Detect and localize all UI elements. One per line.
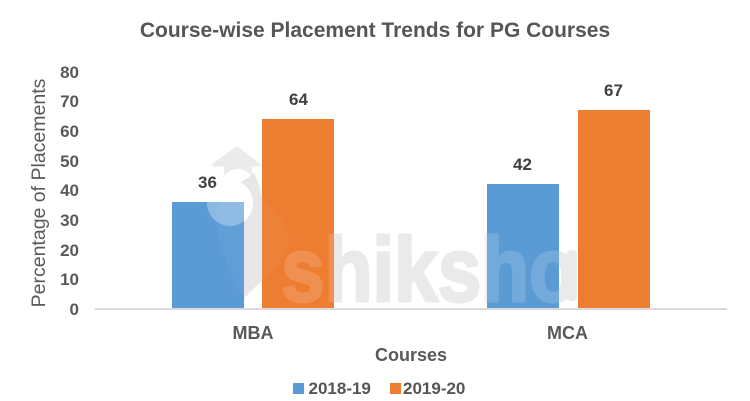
svg-text:shiksho: shiksho	[281, 220, 577, 321]
